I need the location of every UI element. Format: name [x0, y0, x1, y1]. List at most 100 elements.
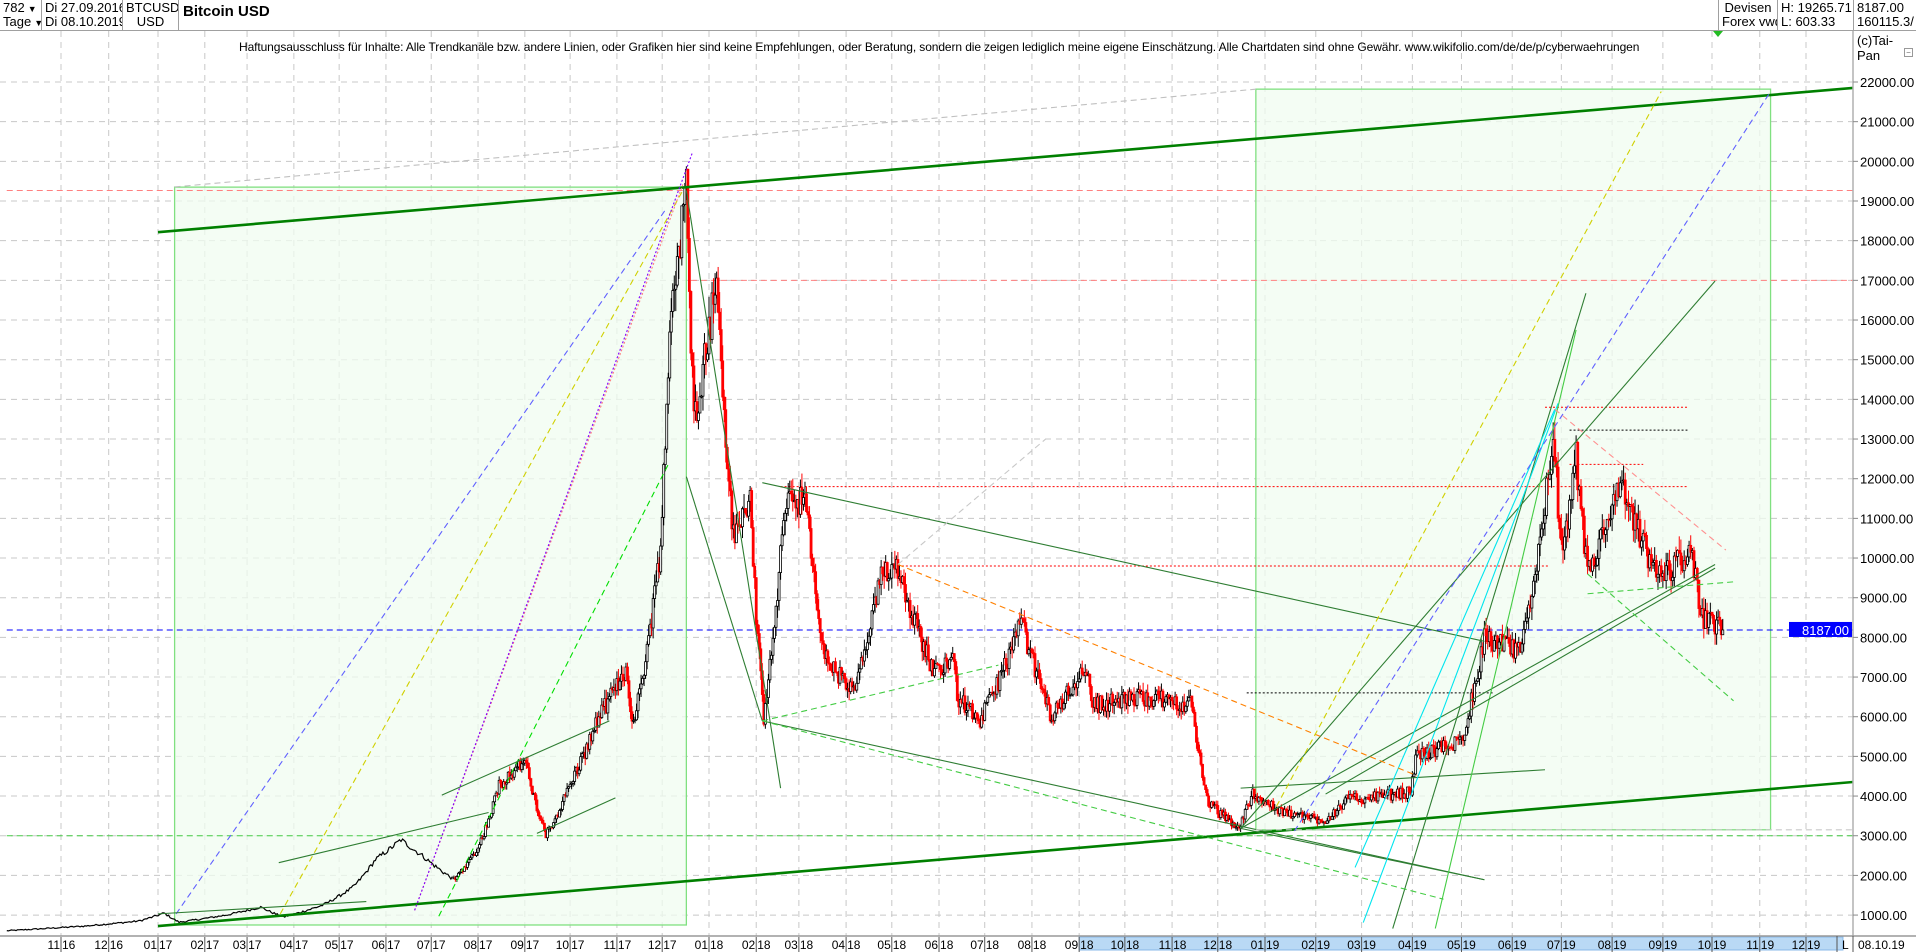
candle [1027, 649, 1031, 655]
candle [1193, 712, 1197, 727]
candle [1302, 814, 1306, 820]
trend-line [1240, 280, 1716, 829]
trend-line [685, 190, 782, 789]
x-tick-label: 16 [110, 938, 124, 952]
candle [1548, 473, 1552, 480]
candle [1053, 712, 1057, 722]
candle [1030, 648, 1034, 654]
trend-line [1554, 408, 1727, 551]
candle [1207, 795, 1211, 807]
y-tick-label: 16000.00 [1860, 313, 1914, 328]
candle [1070, 694, 1073, 697]
candle [565, 787, 569, 797]
candle [1108, 703, 1112, 712]
candle [1710, 611, 1714, 616]
candle [570, 782, 574, 785]
candle [1594, 564, 1598, 567]
candle [719, 329, 723, 362]
x-tick-label: 18 [986, 938, 1000, 952]
candle [1266, 800, 1270, 806]
candle [482, 836, 486, 840]
low-value: L: 603.33 [1781, 14, 1836, 29]
candle [800, 487, 804, 505]
candle [475, 852, 478, 856]
candle [879, 566, 883, 585]
candle [666, 377, 670, 405]
x-tick-label: 17 [432, 938, 446, 952]
candle [1520, 643, 1524, 653]
candle [600, 704, 604, 718]
candle [945, 657, 949, 662]
candle [805, 493, 808, 513]
candle [840, 667, 843, 676]
candle [744, 507, 747, 514]
candle [753, 565, 757, 579]
candle [1410, 776, 1414, 796]
candle [1330, 816, 1334, 820]
y-axis-background [1853, 31, 1916, 936]
candle [741, 508, 744, 528]
trend-line [157, 775, 1911, 928]
x-tick-label: 08 [464, 938, 478, 952]
y-axis: 22000.00 21000.00 20000.00 19000.00 18000.00… [1789, 31, 1916, 936]
candle [1149, 696, 1153, 701]
y-tick-label: 15000.00 [1860, 353, 1914, 368]
candle [963, 695, 967, 713]
candle [770, 654, 773, 660]
candle [1001, 669, 1005, 672]
y-tick-label: 21000.00 [1860, 115, 1914, 130]
candle [1712, 615, 1715, 625]
candle [1682, 560, 1686, 572]
candle [701, 364, 705, 397]
candle [1019, 617, 1023, 625]
candle [977, 718, 981, 722]
x-tick-label: 18 [1173, 938, 1187, 952]
bars-selector[interactable]: 782▼ Tage▼ [0, 0, 42, 30]
candle [1243, 809, 1247, 820]
candle [1135, 691, 1139, 706]
x-tick-label: 19 [1413, 938, 1427, 952]
candle [1645, 534, 1648, 549]
candle [1007, 648, 1011, 669]
candle [1205, 789, 1209, 797]
x-tick-label: 17 [618, 938, 632, 952]
candle [1719, 619, 1723, 636]
y-tick-label: 18000.00 [1860, 234, 1914, 249]
trend-line [762, 664, 999, 722]
candle [568, 783, 572, 788]
date-range[interactable]: Di 27.09.2016 Di 08.10.2019 [42, 0, 123, 30]
candle [698, 396, 702, 414]
candle [651, 598, 655, 629]
x-tick-label: 10 [556, 938, 570, 952]
candle [1474, 680, 1478, 684]
candle [763, 703, 767, 725]
candle [984, 701, 988, 704]
candle [1497, 641, 1501, 649]
candle [1492, 640, 1496, 652]
candle [567, 786, 571, 789]
candle [750, 490, 754, 529]
candle [1638, 519, 1642, 548]
candle [1111, 693, 1115, 706]
x-tick-label: 19 [1761, 938, 1775, 952]
candle [806, 511, 810, 516]
price-line [6, 838, 453, 932]
candle [1293, 812, 1296, 817]
x-tick-label: 08 [1598, 938, 1612, 952]
x-tick-label: 12 [1792, 938, 1806, 952]
candle [850, 681, 854, 688]
x-tick-label: 10 [1698, 938, 1712, 952]
candle [722, 396, 726, 411]
candle [1022, 618, 1026, 623]
minimize-icon[interactable]: − [1904, 48, 1913, 57]
y-tick-label: 3000.00 [1860, 829, 1907, 844]
x-tick-label: 11 [48, 938, 61, 952]
candle [998, 671, 1002, 691]
candle [1064, 691, 1067, 704]
chevron-down-icon: ▼ [34, 18, 41, 28]
candle [1076, 681, 1080, 689]
copyright: (c)Tai-Pan [1857, 33, 1894, 63]
x-tick-label: 11 [1746, 938, 1759, 952]
x-tick-label: 17 [387, 938, 401, 952]
